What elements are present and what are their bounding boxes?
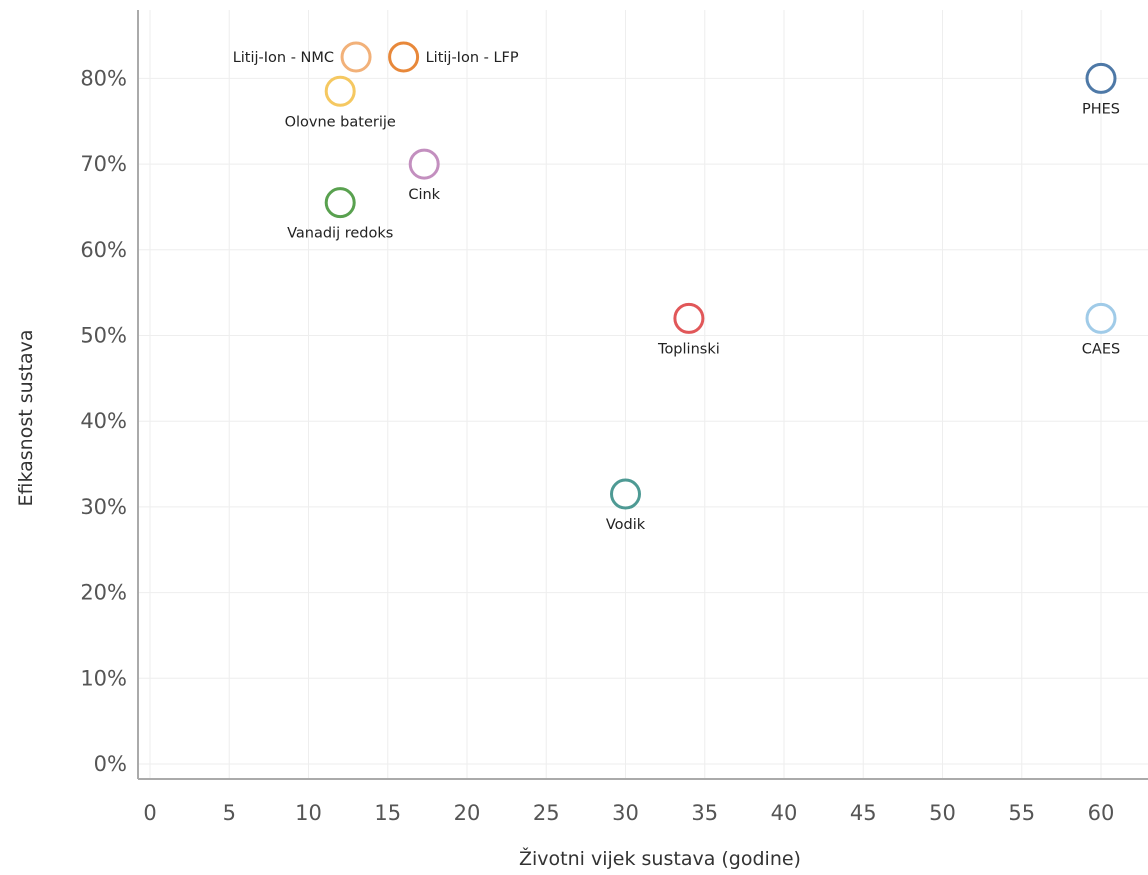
data-points [324, 41, 1117, 510]
x-tick-label: 15 [374, 801, 401, 825]
y-tick-label: 60% [80, 238, 127, 262]
data-point-label: Cink [408, 187, 440, 203]
x-tick-label: 40 [771, 801, 798, 825]
x-tick-label: 10 [295, 801, 322, 825]
x-tick-label: 30 [612, 801, 639, 825]
data-point-label: CAES [1082, 341, 1120, 357]
y-tick-label: 70% [80, 152, 127, 176]
x-tick-label: 55 [1008, 801, 1035, 825]
axes [137, 10, 1148, 780]
y-tick-label: 50% [80, 324, 127, 348]
x-tick-label: 50 [929, 801, 956, 825]
y-tick-labels: 0% 10% 20% 30% 40% 50% 60% 70% 80% [80, 66, 127, 776]
data-point-label: Litij-Ion - LFP [426, 50, 519, 66]
data-point [388, 41, 420, 73]
y-axis-title: Efikasnost sustava [15, 329, 37, 506]
data-point [673, 302, 705, 334]
data-point [324, 187, 356, 219]
y-tick-label: 40% [80, 409, 127, 433]
y-tick-label: 20% [80, 581, 127, 605]
y-tick-label: 30% [80, 495, 127, 519]
data-point [340, 41, 372, 73]
x-tick-label: 60 [1088, 801, 1115, 825]
x-tick-label: 0 [143, 801, 156, 825]
y-tick-label: 0% [94, 752, 127, 776]
x-axis-title: Životni vijek sustava (godine) [519, 847, 801, 870]
grid [139, 10, 1148, 778]
data-point-label: PHES [1082, 101, 1120, 117]
data-point-label: Toplinski [657, 341, 720, 357]
x-tick-label: 45 [850, 801, 877, 825]
data-point [324, 75, 356, 107]
data-point-label: Vodik [606, 517, 646, 533]
x-tick-label: 5 [223, 801, 236, 825]
x-tick-label: 20 [454, 801, 481, 825]
y-tick-label: 80% [80, 66, 127, 90]
data-point-label: Litij-Ion - NMC [233, 50, 334, 66]
data-point [1085, 302, 1117, 334]
x-tick-label: 35 [691, 801, 718, 825]
x-tick-labels: 0 5 10 15 20 25 30 35 40 45 50 55 60 [143, 801, 1114, 825]
data-point [408, 148, 440, 180]
data-point-label: Vanadij redoks [287, 226, 393, 242]
point-labels: Litij-Ion - NMC Litij-Ion - LFP Olovne bat… [233, 50, 1121, 533]
data-point [610, 478, 641, 510]
x-tick-label: 25 [533, 801, 560, 825]
data-point [1085, 62, 1117, 94]
y-tick-label: 10% [80, 666, 127, 690]
data-point-label: Olovne baterije [285, 114, 396, 130]
